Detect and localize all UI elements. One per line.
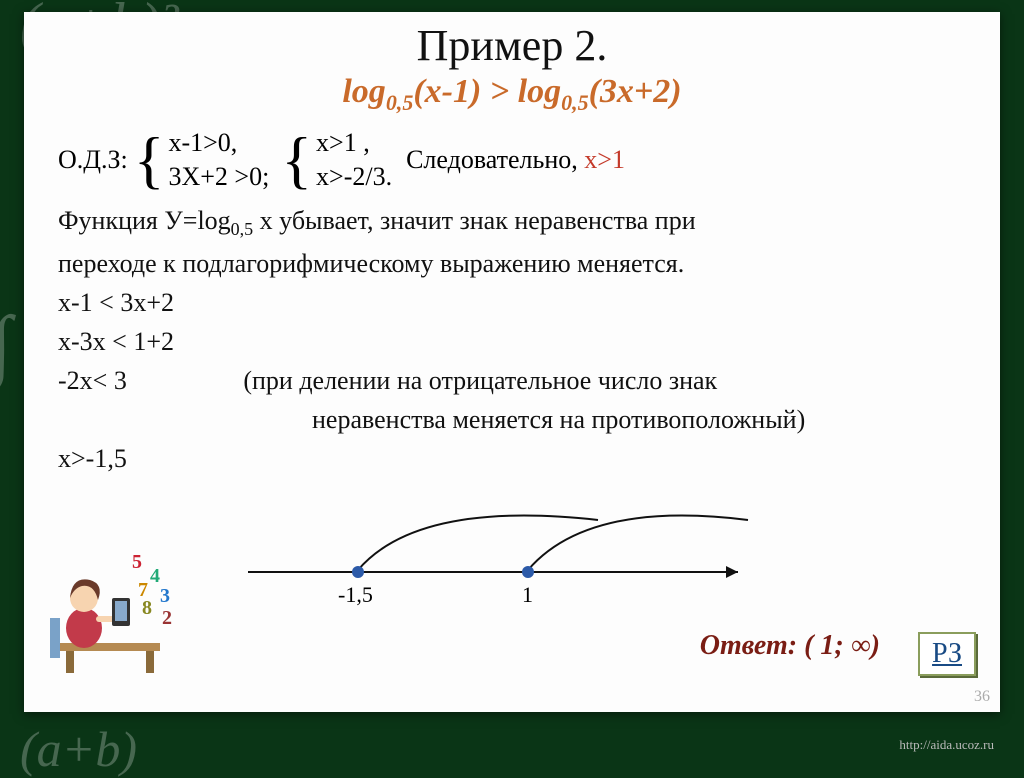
transition-line: переходе к подлагорифмическому выражению… <box>58 246 966 281</box>
rz-link[interactable]: РЗ <box>918 632 976 676</box>
svg-text:5: 5 <box>132 551 142 573</box>
step-4: x>-1,5 <box>58 441 966 476</box>
student-clipart: 5 4 7 3 8 2 <box>42 548 182 678</box>
svg-text:3: 3 <box>160 585 170 607</box>
odz-c1-bot: 3X+2 >0; <box>168 160 269 194</box>
bg-formula: (a+b) <box>20 720 137 778</box>
odz-c2-bot: x>-2/3. <box>316 160 392 194</box>
brace-icon: { <box>281 133 312 187</box>
step-1: x-1 < 3x+2 <box>58 285 966 320</box>
odz-block: О.Д.З: { x-1>0, 3X+2 >0; { x>1 , x>-2/3.… <box>58 126 966 194</box>
slide-title: Пример 2. <box>58 20 966 71</box>
func-line: Функция У=log0,5 х убывает, значит знак … <box>58 203 966 241</box>
step-2: x-3x < 1+2 <box>58 324 966 359</box>
bg-formula: ∫ <box>0 300 12 391</box>
odz-result: x>1 <box>584 145 625 174</box>
main-equation: log0,5(x-1) > log0,5(3x+2) <box>58 73 966 116</box>
brace-icon: { <box>134 133 165 187</box>
odz-tail: Следовательно, <box>406 145 584 174</box>
svg-text:4: 4 <box>150 565 160 587</box>
watermark-url: http://aida.ucoz.ru <box>899 737 994 753</box>
tick-label-1: -1,5 <box>338 582 373 608</box>
step-3-cont: неравенства меняется на противоположный) <box>312 402 966 437</box>
svg-text:8: 8 <box>142 597 152 619</box>
number-line: -1,5 1 <box>238 490 758 610</box>
odz-c1-top: x-1>0, <box>168 126 269 160</box>
tick-label-2: 1 <box>522 582 533 608</box>
page-number: 36 <box>974 688 990 706</box>
slide-card: Пример 2. log0,5(x-1) > log0,5(3x+2) О.Д… <box>24 12 1000 712</box>
odz-label: О.Д.З: <box>58 145 128 175</box>
step-3: -2x< 3 (при делении на отрицательное чис… <box>58 363 966 398</box>
svg-text:2: 2 <box>162 607 172 629</box>
odz-c2-top: x>1 , <box>316 126 392 160</box>
answer-text: Ответ: ( 1; ∞) <box>700 630 880 662</box>
